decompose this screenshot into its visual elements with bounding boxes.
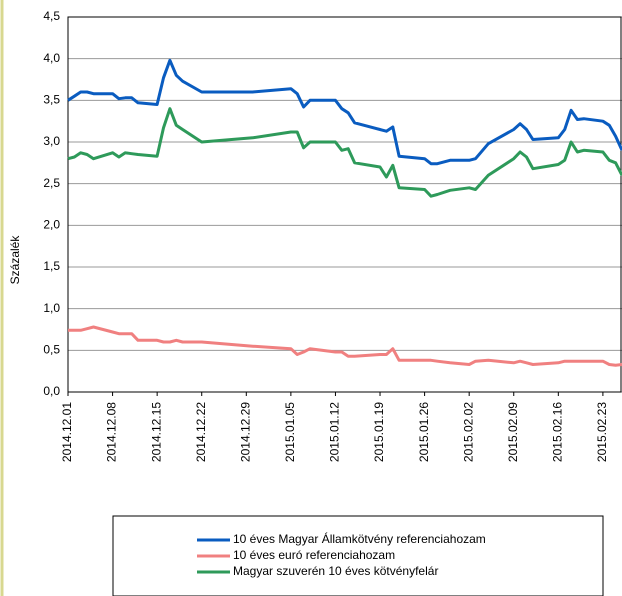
x-tick-label: 2014.12.15 — [149, 402, 163, 462]
y-tick-label: 2,0 — [43, 218, 60, 232]
legend-label: 10 éves euró referenciahozam — [233, 548, 395, 562]
y-tick-label: 0,0 — [43, 384, 60, 398]
y-tick-label: 4,0 — [43, 51, 60, 65]
legend-label: 10 éves Magyar Államkötvény referenciaho… — [233, 531, 486, 546]
y-tick-label: 1,0 — [43, 301, 60, 315]
plot-frame — [67, 16, 622, 393]
series-line — [67, 58, 622, 166]
x-tick-label: 2015.02.23 — [595, 402, 609, 462]
x-tick-label: 2014.12.22 — [194, 402, 208, 462]
x-tick-label: 2014.12.01 — [60, 402, 74, 462]
x-tick-label: 2015.02.02 — [461, 402, 475, 462]
y-axis-label: Százalék — [8, 235, 22, 285]
x-tick-label: 2015.01.26 — [417, 402, 431, 462]
y-tick-label: 2,5 — [43, 176, 60, 190]
y-tick-label: 1,5 — [43, 259, 60, 273]
legend-box — [112, 515, 604, 596]
series-line — [68, 325, 622, 367]
legend-label: Magyar szuverén 10 éves kötvényfelár — [233, 564, 438, 578]
x-tick-label: 2014.12.29 — [238, 402, 252, 462]
x-tick-label: 2015.02.09 — [506, 402, 520, 462]
y-tick-label: 4,5 — [43, 9, 60, 23]
y-tick-label: 3,0 — [43, 134, 60, 148]
y-tick-label: 0,5 — [43, 343, 60, 357]
series-line — [67, 107, 622, 198]
y-tick-label: 3,5 — [43, 93, 60, 107]
x-tick-label: 2015.01.19 — [372, 402, 386, 462]
x-tick-label: 2014.12.08 — [105, 402, 119, 462]
x-tick-label: 2015.01.05 — [283, 402, 297, 462]
x-tick-label: 2015.01.12 — [328, 402, 342, 462]
x-tick-label: 2015.02.16 — [550, 402, 564, 462]
